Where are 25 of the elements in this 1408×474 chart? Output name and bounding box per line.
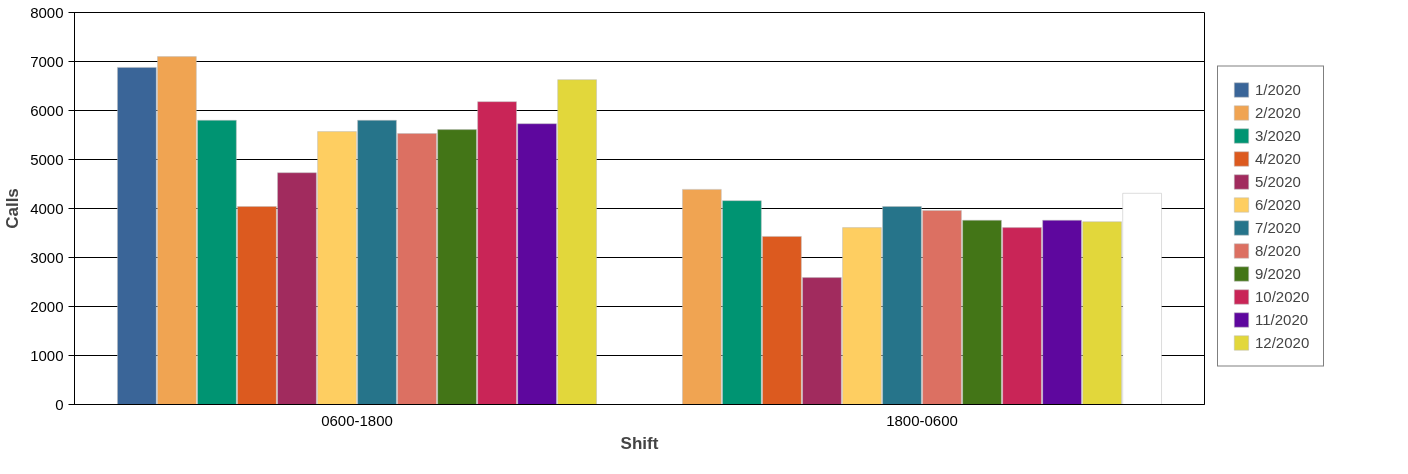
y-tick-label: 7000 <box>30 52 64 70</box>
y-tick-label: 0 <box>55 395 64 413</box>
x-axis-title: Shift <box>620 433 659 453</box>
legend-label: 7/2020 <box>1255 218 1301 236</box>
y-tick-label: 8000 <box>30 3 64 21</box>
y-tick-label: 3000 <box>30 248 64 266</box>
legend-label: 2/2020 <box>1255 103 1301 121</box>
legend-label: 12/2020 <box>1255 333 1310 351</box>
y-tick-label: 1000 <box>30 346 64 364</box>
legend-label: 3/2020 <box>1255 126 1301 144</box>
legend-label: 9/2020 <box>1255 264 1301 282</box>
legend-label: 6/2020 <box>1255 195 1301 213</box>
legend-label: 4/2020 <box>1255 149 1301 167</box>
x-tick-label: 1800-0600 <box>886 411 958 429</box>
legend-label: 1/2020 <box>1255 80 1301 98</box>
y-tick-label: 4000 <box>30 199 64 217</box>
y-axis-title: Calls <box>3 188 23 229</box>
legend-label: 5/2020 <box>1255 172 1301 190</box>
legend-label: 8/2020 <box>1255 241 1301 259</box>
x-tick-label: 0600-1800 <box>321 411 393 429</box>
legend-label: 11/2020 <box>1255 310 1309 328</box>
y-tick-label: 5000 <box>30 150 64 168</box>
legend-label: 10/2020 <box>1255 287 1310 305</box>
y-tick-label: 6000 <box>30 101 64 119</box>
y-tick-label: 2000 <box>30 297 64 315</box>
